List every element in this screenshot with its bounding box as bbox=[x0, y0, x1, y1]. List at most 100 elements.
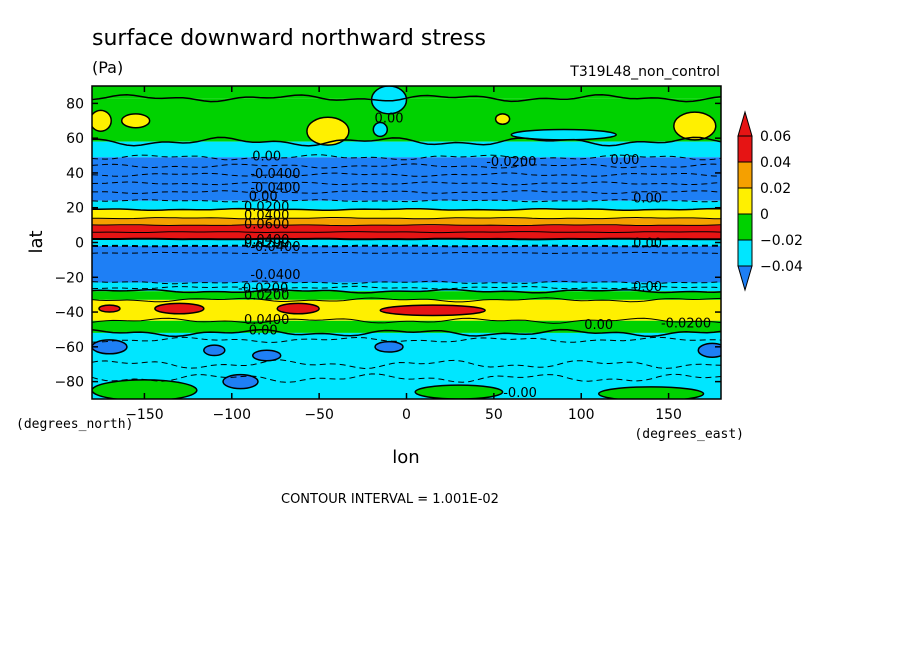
contour-region bbox=[98, 304, 121, 313]
contour-line bbox=[92, 181, 721, 186]
contour-region bbox=[222, 373, 259, 390]
contour-region bbox=[697, 342, 721, 359]
y-tick-label: 40 bbox=[66, 166, 84, 182]
contour-label: 0.00 bbox=[375, 111, 404, 126]
contour-label: 0.00 bbox=[610, 153, 639, 168]
contour-label: -0.0400 bbox=[250, 181, 300, 196]
contour-label: 0.0400 bbox=[244, 209, 290, 224]
contour-line bbox=[92, 172, 721, 177]
contour-line bbox=[92, 136, 721, 147]
x-tick-label: −150 bbox=[125, 407, 163, 423]
band bbox=[92, 209, 721, 219]
y-tick-label: 80 bbox=[66, 96, 84, 112]
contour-label: -0.0200 bbox=[661, 316, 711, 331]
colorbar-label: −0.02 bbox=[760, 233, 803, 249]
band bbox=[92, 282, 721, 292]
contour-region bbox=[276, 302, 320, 315]
y-tick-label: 20 bbox=[66, 201, 84, 217]
band bbox=[92, 200, 721, 210]
contour-line bbox=[92, 93, 721, 103]
chart-title: surface downward northward stress bbox=[92, 26, 486, 51]
band bbox=[92, 141, 721, 158]
colorbar-below-triangle bbox=[737, 265, 753, 292]
y-units-label: (degrees_north) bbox=[16, 417, 133, 432]
contour-label: 0.00 bbox=[584, 318, 613, 333]
contour-label: 0.0200 bbox=[244, 237, 290, 252]
y-tick-label: 0 bbox=[75, 236, 84, 252]
y-tick-label: 60 bbox=[66, 131, 84, 147]
contour-line bbox=[92, 297, 721, 303]
contour-label: -0.0200 bbox=[238, 282, 288, 297]
contour-region bbox=[203, 344, 226, 357]
contour-label: -0.00 bbox=[503, 386, 537, 401]
contour-line bbox=[92, 359, 721, 370]
y-axis-label: lat bbox=[26, 230, 47, 253]
contour-label: 0.00 bbox=[633, 237, 662, 252]
contour-region bbox=[414, 384, 504, 399]
x-units-label: (degrees_east) bbox=[634, 427, 744, 442]
contour-line bbox=[92, 216, 721, 220]
contour-label: 0.0400 bbox=[244, 233, 290, 248]
contour-line bbox=[92, 317, 721, 324]
contour-line bbox=[92, 288, 721, 294]
y-tick-label: −40 bbox=[54, 305, 84, 321]
contour-line bbox=[92, 336, 721, 343]
band bbox=[92, 86, 721, 99]
colorbar-box bbox=[737, 187, 753, 215]
y-tick-label: −20 bbox=[54, 270, 84, 286]
colorbar: 0.06 0.04 0.02 0 −0.02 −0.04 bbox=[737, 110, 803, 292]
contour-label: -0.0400 bbox=[250, 240, 300, 255]
contour-region bbox=[379, 304, 486, 317]
colorbar-box bbox=[737, 135, 753, 163]
y-tick-label: −60 bbox=[54, 340, 84, 356]
contour-line bbox=[92, 207, 721, 212]
band bbox=[92, 218, 721, 226]
contour-line bbox=[92, 231, 721, 234]
contour-line bbox=[92, 154, 721, 161]
contour-label: 0.00 bbox=[249, 323, 278, 338]
contour-region bbox=[92, 109, 112, 132]
run-label: T319L48_non_control bbox=[569, 64, 720, 80]
zonal-bands bbox=[92, 86, 721, 399]
contour-label: 0.0400 bbox=[244, 313, 290, 328]
contour-line bbox=[92, 285, 721, 290]
contour-line bbox=[92, 244, 721, 248]
contour-label: 0.00 bbox=[633, 191, 662, 206]
contour-line bbox=[92, 251, 721, 254]
band bbox=[92, 245, 721, 283]
colorbar-label: −0.04 bbox=[760, 259, 803, 275]
contour-label: 0.0200 bbox=[244, 289, 290, 304]
contour-region bbox=[494, 113, 511, 126]
colorbar-label: 0.02 bbox=[760, 181, 791, 197]
contour-label: 0.00 bbox=[633, 280, 662, 295]
band bbox=[92, 98, 721, 142]
contour-line bbox=[92, 328, 721, 338]
colorbar-box bbox=[737, 213, 753, 241]
contour-region bbox=[92, 339, 128, 355]
y-tick-label: −80 bbox=[54, 375, 84, 391]
contour-lines bbox=[92, 93, 721, 383]
contour-regions bbox=[92, 86, 721, 399]
contour-label: -0.0200 bbox=[486, 155, 536, 170]
contour-region bbox=[154, 302, 205, 315]
colorbar-box bbox=[737, 161, 753, 189]
contour-interval-text: CONTOUR INTERVAL = 1.001E-02 bbox=[281, 492, 499, 507]
contour-label: 0.00 bbox=[249, 190, 278, 205]
x-tick-label: 0 bbox=[402, 407, 411, 423]
contour-line bbox=[92, 280, 721, 285]
x-tick-label: 50 bbox=[485, 407, 503, 423]
x-axis-label: lon bbox=[392, 447, 419, 468]
colorbar-label: 0.04 bbox=[760, 155, 791, 171]
contour-region bbox=[120, 113, 151, 129]
colorbar-box bbox=[737, 239, 753, 267]
units-label: (Pa) bbox=[92, 58, 123, 77]
contour-region bbox=[673, 111, 717, 141]
contour-label: -0.0400 bbox=[250, 268, 300, 283]
contour-line bbox=[92, 237, 721, 241]
contour-line bbox=[92, 199, 721, 203]
contour-line bbox=[92, 163, 721, 169]
contour-label: 0.0200 bbox=[244, 200, 290, 215]
contour-region bbox=[251, 349, 282, 362]
